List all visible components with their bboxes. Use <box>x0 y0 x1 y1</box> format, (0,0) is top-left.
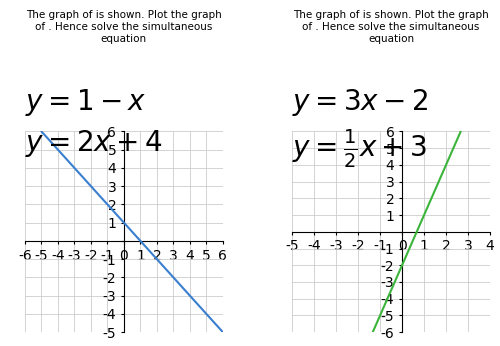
Text: $y = 3x - 2$: $y = 3x - 2$ <box>292 86 428 118</box>
Text: $y = \frac{1}{2}x + 3$: $y = \frac{1}{2}x + 3$ <box>292 128 427 170</box>
Text: The graph of is shown. Plot the graph
of . Hence solve the simultaneous
equation: The graph of is shown. Plot the graph of… <box>26 10 222 44</box>
Text: $y = 1 - x$: $y = 1 - x$ <box>25 86 146 118</box>
Text: The graph of is shown. Plot the graph
of . Hence solve the simultaneous
equation: The graph of is shown. Plot the graph of… <box>293 10 489 44</box>
Text: $y = 2x + 4$: $y = 2x + 4$ <box>25 128 162 159</box>
